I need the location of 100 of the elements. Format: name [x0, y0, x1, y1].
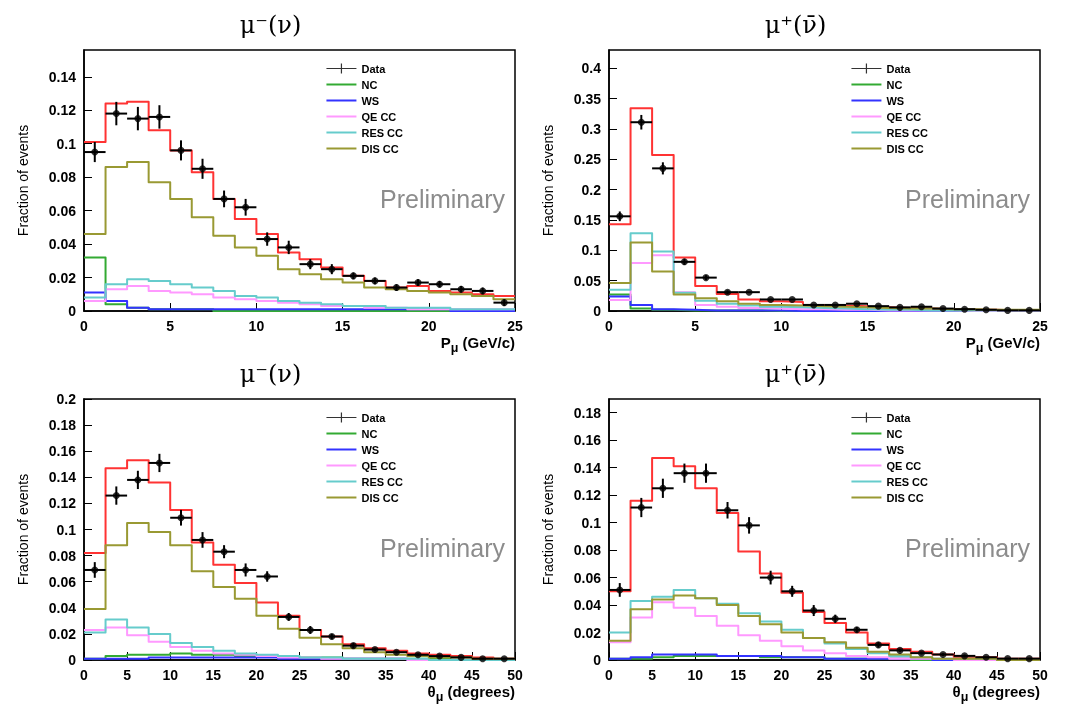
point [199, 165, 207, 173]
y-tick-label: 0.08 [48, 169, 77, 186]
point [659, 164, 667, 172]
x-tick-label: 15 [730, 667, 747, 683]
x-tick-label: 20 [946, 318, 962, 334]
y-tick-label: 0.18 [573, 404, 602, 421]
legend-label: NC [886, 427, 903, 440]
point [788, 295, 796, 303]
y-tick-label: 0.14 [573, 459, 602, 476]
legend-label: WS [361, 94, 380, 107]
point [810, 301, 818, 309]
legend-label: RES CC [361, 126, 404, 139]
point [680, 469, 688, 477]
x-tick-label: 15 [859, 318, 876, 334]
point [479, 655, 487, 663]
chart-title: μ⁻(ν) [239, 360, 302, 388]
y-tick-label: 0.05 [573, 272, 602, 289]
x-tick-label: 25 [1032, 318, 1048, 334]
x-tick-label: 15 [205, 667, 222, 683]
y-axis-title: Fraction of events [540, 124, 556, 237]
y-tick-label: 0.12 [48, 495, 77, 512]
x-tick-label: 40 [421, 667, 437, 683]
point [982, 653, 990, 661]
y-tick-label: 0 [68, 303, 77, 319]
point [767, 574, 775, 582]
y-tick-label: 0.04 [48, 599, 77, 616]
point [853, 300, 861, 308]
y-tick-label: 0 [593, 303, 602, 319]
y-tick-label: 0.1 [56, 521, 77, 538]
y-tick-label: 0.02 [48, 269, 77, 286]
y-tick-label: 0.16 [48, 443, 77, 460]
y-tick-label: 0.15 [573, 211, 602, 228]
point [177, 514, 185, 522]
legend-label: DIS CC [361, 142, 399, 155]
y-tick-label: 0.2 [56, 391, 77, 407]
y-tick-label: 0.2 [581, 181, 602, 198]
legend-label: RES CC [886, 126, 929, 139]
point [242, 203, 250, 211]
legend-label: Data [886, 62, 912, 75]
legend-label: WS [361, 443, 380, 456]
y-tick-label: 0.1 [56, 135, 77, 152]
point [242, 566, 250, 574]
point [917, 303, 925, 311]
point [500, 655, 508, 663]
y-tick-label: 0.06 [48, 202, 77, 219]
y-tick-label: 0.35 [573, 90, 602, 107]
x-tick-label: 50 [507, 667, 523, 683]
x-tick-label: 25 [507, 318, 523, 334]
x-tick-label: 25 [291, 667, 308, 683]
y-tick-label: 0.16 [573, 432, 602, 449]
point [1025, 655, 1033, 663]
legend-label: NC [886, 78, 903, 91]
point [263, 235, 271, 243]
x-tick-label: 5 [123, 667, 132, 683]
legend-label: QE CC [886, 459, 922, 472]
y-tick-label: 0.12 [48, 102, 77, 119]
point [199, 536, 207, 544]
point [1004, 655, 1012, 663]
x-tick-label: 25 [816, 667, 833, 683]
point [745, 521, 753, 529]
point [702, 469, 710, 477]
y-tick-label: 0.25 [573, 151, 602, 168]
y-tick-label: 0.02 [573, 624, 602, 641]
legend-label: NC [361, 78, 378, 91]
x-tick-label: 35 [377, 667, 394, 683]
point [285, 243, 293, 251]
annotation: Preliminary [904, 533, 1031, 562]
y-tick-label: 0.12 [573, 487, 602, 504]
y-axis-title: Fraction of events [15, 473, 31, 586]
x-tick-label: 20 [248, 667, 265, 683]
point [831, 301, 839, 309]
x-tick-label: 20 [421, 318, 437, 334]
point [637, 504, 645, 512]
legend-label: QE CC [361, 110, 397, 123]
y-tick-label: 0.14 [48, 469, 77, 486]
y-axis-title: Fraction of events [15, 124, 31, 237]
x-tick-label: 30 [859, 667, 876, 683]
point [91, 566, 99, 574]
y-tick-label: 0.04 [48, 236, 77, 253]
legend-label: QE CC [361, 459, 397, 472]
x-tick-label: 10 [162, 667, 179, 683]
point [637, 118, 645, 126]
point [112, 492, 120, 500]
legend-label: QE CC [886, 110, 922, 123]
x-tick-label: 5 [166, 318, 175, 334]
x-tick-label: 40 [946, 667, 962, 683]
x-tick-label: 0 [80, 318, 89, 334]
point [939, 305, 947, 313]
x-tick-label: 30 [334, 667, 351, 683]
point [767, 295, 775, 303]
y-tick-label: 0.08 [573, 542, 602, 559]
point [91, 148, 99, 156]
point [134, 476, 142, 484]
point [177, 146, 185, 154]
point [724, 506, 732, 514]
y-tick-label: 0.02 [48, 625, 77, 642]
x-tick-label: 20 [773, 667, 790, 683]
y-tick-label: 0 [593, 652, 602, 668]
point [961, 305, 969, 313]
chart-title: μ⁺(ν̄) [764, 11, 827, 39]
